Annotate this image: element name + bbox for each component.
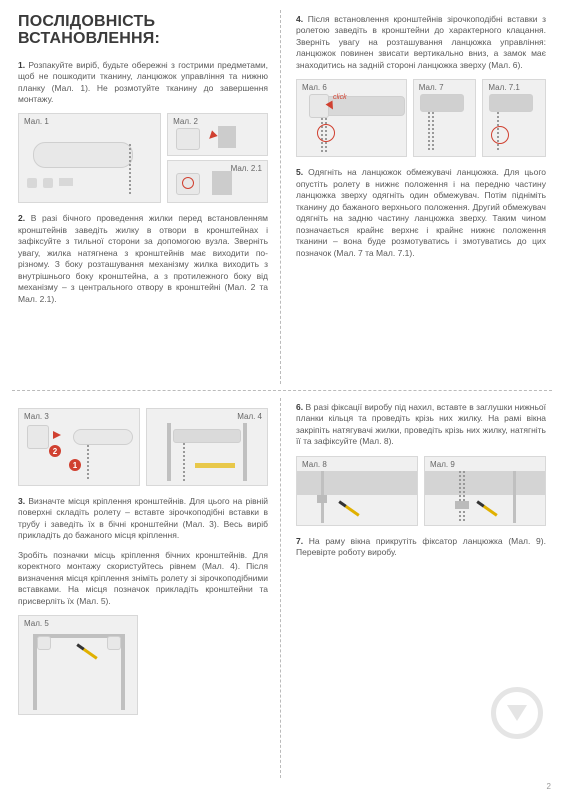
figure-4: Мал. 4 [146,408,268,486]
step-4: 4. Після встановлення кронштейнів зірочк… [296,14,546,71]
figure-1-label: Мал. 1 [24,117,49,126]
step-1: 1. Розпакуйте виріб, будьте обережні з г… [18,60,268,106]
figure-8: Мал. 8 [296,456,418,526]
divider-vertical-top [280,10,281,384]
step-7: 7. На раму вікна прикрутіть фіксатор лан… [296,536,546,559]
watermark-icon [491,687,543,739]
step-3b: Зробіть позначки місць кріплення бічних … [18,550,268,607]
figure-1: Мал. 1 [18,113,161,203]
step-2: 2. В разі бічного проведення жилки перед… [18,213,268,305]
figure-6-label: Мал. 6 [302,83,327,92]
figure-8-label: Мал. 8 [302,460,327,469]
step-6: 6. В разі фіксації виробу під нахил, вст… [296,402,546,448]
divider-horizontal [12,390,552,391]
figure-3: Мал. 3 2 1 [18,408,140,486]
step-5: 5. Одягніть на ланцюжок обмежувачі ланцю… [296,167,546,259]
click-label: click [333,94,347,101]
figure-2-label: Мал. 2 [173,117,198,126]
badge-2: 2 [49,445,61,457]
figure-5-label: Мал. 5 [24,619,49,628]
figure-6: Мал. 6 click [296,79,407,157]
step-3: 3. Визначте місця кріплення кронштейнів.… [18,496,268,542]
badge-1: 1 [69,459,81,471]
figure-2-1-label: Мал. 2.1 [231,164,262,173]
page-title: ПОСЛІДОВНІСТЬ ВСТАНОВЛЕННЯ: [18,14,268,48]
figure-7: Мал. 7 [413,79,477,157]
divider-vertical-bottom [280,398,281,778]
figure-5: Мал. 5 [18,615,138,715]
figure-9: Мал. 9 [424,456,546,526]
figure-2: Мал. 2 [167,113,268,156]
figure-3-label: Мал. 3 [24,412,49,421]
figure-9-label: Мал. 9 [430,460,455,469]
figure-7-1: Мал. 7.1 [482,79,546,157]
figure-7-1-label: Мал. 7.1 [488,83,519,92]
figure-4-label: Мал. 4 [237,412,262,421]
figure-2-1: Мал. 2.1 [167,160,268,203]
page-number: 2 [547,782,551,791]
figure-7-label: Мал. 7 [419,83,444,92]
